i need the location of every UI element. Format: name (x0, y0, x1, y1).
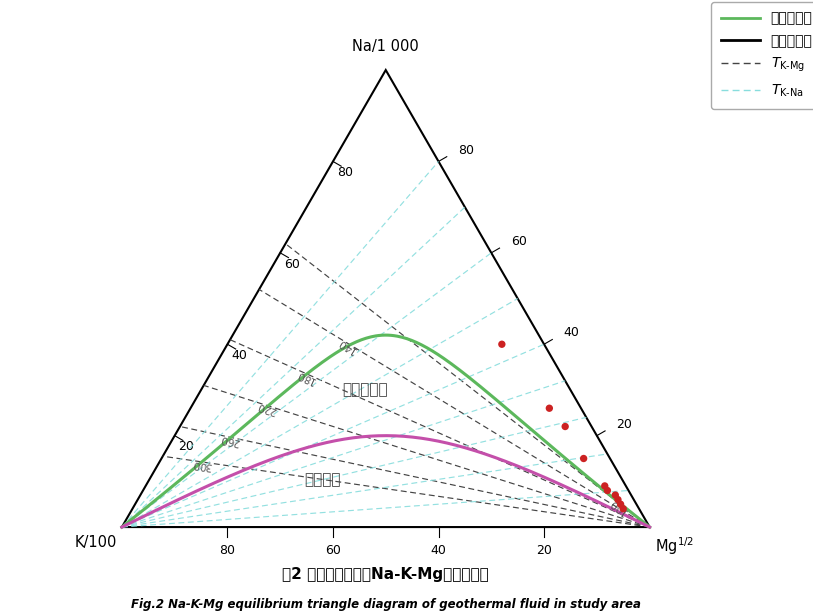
Text: Mg$^{1/2}$: Mg$^{1/2}$ (655, 535, 694, 557)
Point (598, 481, 611, 491)
Text: 20: 20 (178, 440, 194, 453)
Text: 非平衡区: 非平衡区 (304, 472, 341, 487)
Text: 60: 60 (284, 257, 300, 270)
Text: Fig.2 Na-K-Mg equilibrium triangle diagram of geothermal fluid in study area: Fig.2 Na-K-Mg equilibrium triangle diagr… (131, 598, 641, 611)
Text: 180: 180 (295, 368, 317, 385)
Text: Na/1 000: Na/1 000 (352, 39, 420, 54)
Text: 20: 20 (536, 544, 552, 557)
Point (617, 504, 630, 514)
Text: 60: 60 (325, 544, 341, 557)
Text: 260: 260 (220, 433, 241, 447)
Point (611, 495, 624, 505)
Text: 图2 研究区地热流体Na-K-Mg平衡三角图: 图2 研究区地热流体Na-K-Mg平衡三角图 (282, 567, 489, 582)
Point (614, 500, 627, 509)
Text: 40: 40 (231, 349, 247, 362)
Point (609, 490, 622, 500)
Text: 140: 140 (336, 336, 358, 355)
Point (495, 339, 508, 349)
Text: 80: 80 (220, 544, 236, 557)
Point (559, 421, 572, 431)
Point (543, 403, 556, 413)
Text: 100: 100 (607, 496, 629, 516)
Text: K/100: K/100 (74, 535, 116, 550)
Text: 220: 220 (256, 400, 278, 416)
Text: 40: 40 (431, 544, 446, 557)
Text: 60: 60 (511, 235, 527, 248)
Text: 80: 80 (337, 166, 353, 179)
Text: 20: 20 (616, 418, 633, 431)
Text: 局部平衡区: 局部平衡区 (341, 383, 388, 397)
Text: 40: 40 (563, 326, 580, 339)
Point (601, 485, 614, 495)
Point (577, 453, 590, 463)
Legend: 完全平衡线, 局部平衡线, $T_{\rm K\text{-}Mg}$, $T_{\rm K\text{-}Na}$: 完全平衡线, 局部平衡线, $T_{\rm K\text{-}Mg}$, $T_… (711, 2, 813, 109)
Text: 80: 80 (459, 144, 474, 156)
Text: 300: 300 (191, 458, 212, 471)
